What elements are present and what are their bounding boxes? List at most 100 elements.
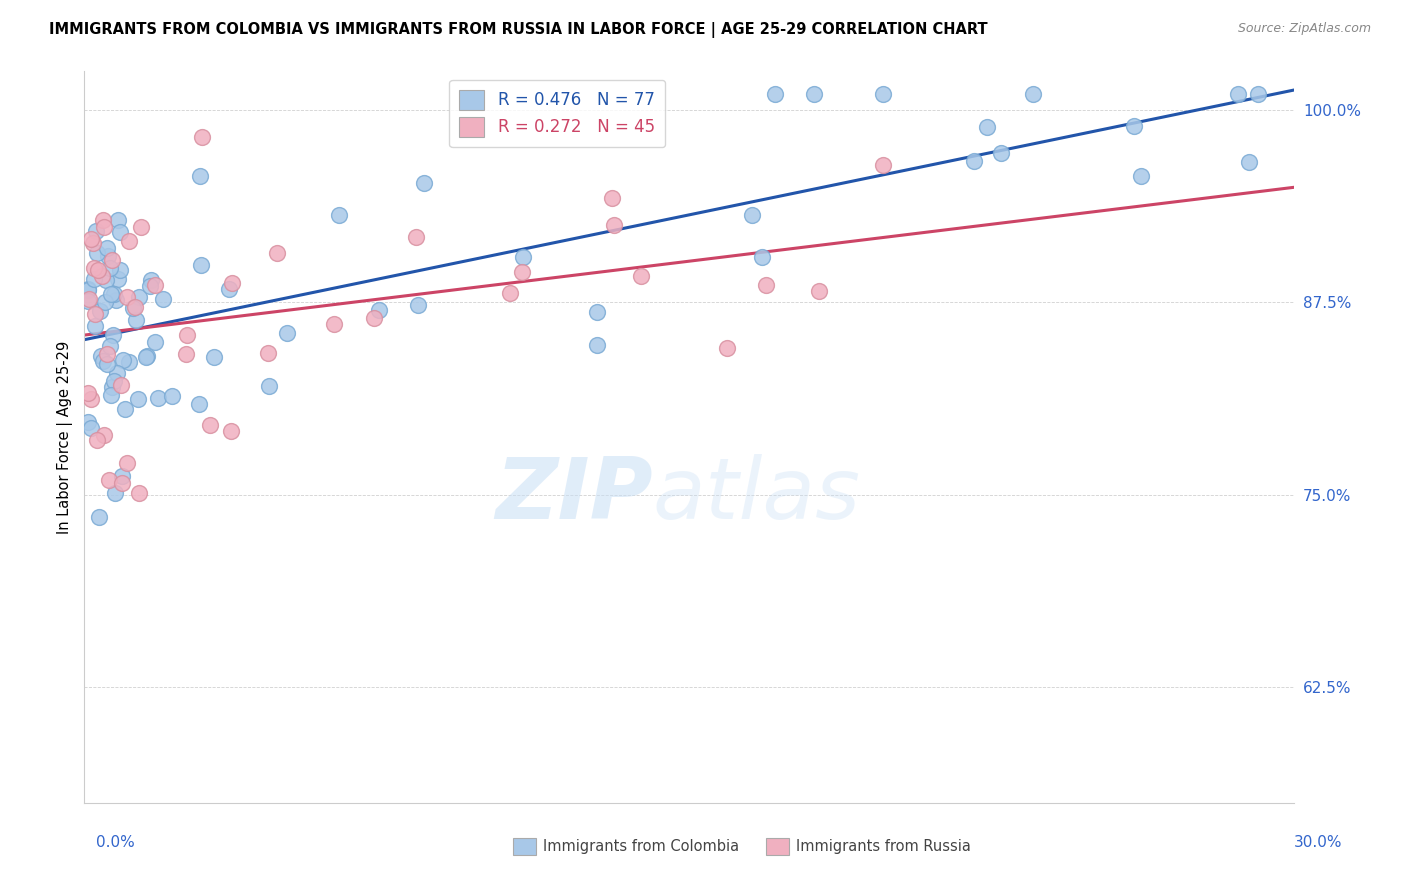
Point — [80, 232, 103, 246]
Point — [77, 282, 100, 296]
Point — [323, 317, 346, 331]
Point — [1227, 87, 1250, 102]
Point — [86, 246, 108, 260]
Point — [174, 347, 197, 361]
Point — [122, 301, 145, 315]
Point — [107, 213, 129, 227]
Point — [82, 235, 104, 250]
Point — [135, 350, 157, 364]
Point — [117, 456, 139, 470]
Point — [600, 191, 623, 205]
Point — [111, 468, 134, 483]
Point — [202, 350, 225, 364]
Point — [141, 273, 163, 287]
Y-axis label: In Labor Force | Age 25-29: In Labor Force | Age 25-29 — [58, 341, 73, 533]
Point — [221, 276, 243, 290]
Point — [128, 486, 150, 500]
Point — [1237, 155, 1260, 169]
Point — [96, 357, 118, 371]
Text: Immigrants from Colombia: Immigrants from Colombia — [543, 839, 738, 854]
Point — [602, 218, 624, 232]
Point — [976, 120, 998, 134]
Point — [101, 253, 124, 268]
Point — [1122, 120, 1144, 134]
Point — [111, 353, 134, 368]
Point — [97, 473, 120, 487]
Point — [190, 169, 212, 183]
Point — [803, 87, 825, 102]
Point — [129, 220, 152, 235]
Point — [219, 424, 242, 438]
Point — [93, 428, 115, 442]
Point — [89, 303, 111, 318]
Point — [135, 349, 157, 363]
Point — [143, 277, 166, 292]
Point — [1247, 87, 1270, 102]
Point — [872, 87, 894, 102]
Point — [108, 225, 131, 239]
Text: atlas: atlas — [652, 454, 860, 537]
Point — [510, 265, 533, 279]
Point — [152, 292, 174, 306]
Point — [1129, 169, 1152, 183]
Point — [143, 335, 166, 350]
Point — [755, 277, 778, 292]
Point — [77, 293, 100, 308]
Point — [77, 415, 100, 429]
Point — [91, 268, 114, 283]
Point — [77, 386, 100, 401]
Point — [128, 290, 150, 304]
Point — [405, 230, 427, 244]
Point — [190, 258, 212, 272]
Point — [499, 286, 522, 301]
Point — [96, 346, 118, 360]
Point — [328, 208, 350, 222]
Point — [86, 433, 108, 447]
Point — [412, 176, 434, 190]
Point — [276, 326, 298, 340]
Point — [363, 310, 385, 325]
Point — [1022, 87, 1045, 102]
Point — [84, 319, 107, 334]
Point — [512, 250, 534, 264]
Point — [96, 249, 118, 263]
Point — [83, 271, 105, 285]
Point — [108, 263, 131, 277]
Point — [111, 475, 134, 490]
Point — [124, 300, 146, 314]
Point — [176, 328, 198, 343]
Point — [103, 374, 125, 388]
Point — [741, 208, 763, 222]
Point — [127, 392, 149, 406]
Point — [98, 339, 121, 353]
Point — [80, 421, 103, 435]
Point — [96, 273, 118, 287]
Point — [107, 272, 129, 286]
Point — [586, 305, 609, 319]
Point — [84, 224, 107, 238]
Point — [807, 285, 830, 299]
Point — [187, 397, 209, 411]
Legend: R = 0.476   N = 77, R = 0.272   N = 45: R = 0.476 N = 77, R = 0.272 N = 45 — [450, 79, 665, 147]
Point — [91, 354, 114, 368]
Text: 30.0%: 30.0% — [1295, 836, 1343, 850]
Point — [118, 355, 141, 369]
Point — [198, 417, 221, 432]
Text: 0.0%: 0.0% — [96, 836, 135, 850]
Point — [162, 389, 184, 403]
Point — [963, 153, 986, 168]
Point — [115, 290, 138, 304]
Point — [96, 241, 118, 255]
Point — [125, 312, 148, 326]
Point — [118, 234, 141, 248]
Point — [104, 485, 127, 500]
Text: ZIP: ZIP — [495, 454, 652, 537]
Point — [104, 293, 127, 308]
Point — [586, 338, 609, 352]
Point — [138, 279, 160, 293]
Point — [87, 263, 110, 277]
Point — [77, 283, 100, 297]
Point — [266, 246, 288, 260]
Point — [716, 341, 738, 355]
Point — [90, 349, 112, 363]
